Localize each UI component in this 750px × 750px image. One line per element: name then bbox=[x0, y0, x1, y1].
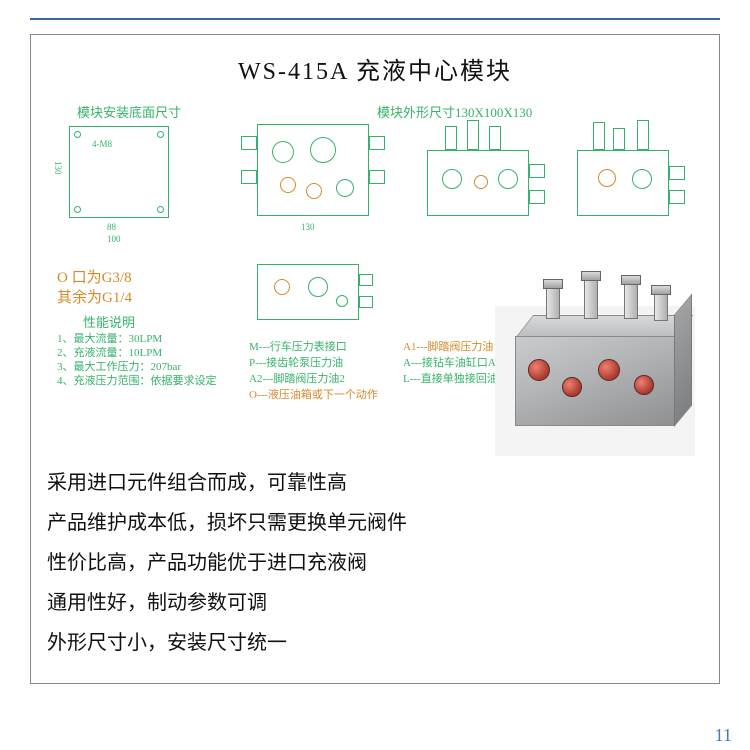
cartridge-stub bbox=[359, 274, 373, 286]
port-icon bbox=[306, 183, 322, 199]
cartridge-nut-icon bbox=[543, 279, 563, 289]
legend-l: L---直接单独接回油箱 bbox=[403, 370, 509, 386]
cartridge-stub bbox=[489, 126, 501, 150]
header-rule bbox=[30, 18, 720, 20]
cartridge-stub bbox=[613, 128, 625, 150]
body-line-3: 性价比高，产品功能优于进口充液阀 bbox=[47, 543, 407, 583]
legend-a2: A2---脚踏阀压力油2 bbox=[249, 370, 345, 386]
port-icon bbox=[280, 177, 296, 193]
product-photo bbox=[495, 306, 695, 456]
hole-icon bbox=[157, 131, 164, 138]
port-icon bbox=[474, 175, 488, 189]
cartridge-stem-icon bbox=[584, 277, 598, 319]
performance-heading: 性能说明 bbox=[83, 312, 135, 331]
content-frame: WS-415A 充液中心模块 模块安装底面尺寸 模块外形尺寸130X100X13… bbox=[30, 34, 720, 684]
module-bottom-view bbox=[257, 264, 359, 320]
cartridge-stub bbox=[593, 122, 605, 150]
module-side-view-2 bbox=[577, 150, 669, 216]
dim-width: 100 bbox=[107, 234, 121, 244]
cartridge-stub bbox=[241, 136, 257, 150]
cartridge-nut-icon bbox=[651, 285, 671, 295]
module-side-view-1 bbox=[427, 150, 529, 216]
hole-icon bbox=[157, 206, 164, 213]
legend-o: O---液压油箱或下一个动作 bbox=[249, 386, 378, 402]
dim-topview: 130 bbox=[301, 222, 315, 232]
port-icon bbox=[336, 295, 348, 307]
port-icon bbox=[272, 141, 294, 163]
manifold-block-icon bbox=[515, 336, 675, 426]
dim-side: 130 bbox=[53, 161, 63, 175]
hole-icon bbox=[74, 206, 81, 213]
port-red-icon bbox=[598, 359, 620, 381]
port-red-icon bbox=[562, 377, 582, 397]
legend-a: A---接钻车油缸口A bbox=[403, 354, 496, 370]
port-note-line2: 其余为G1/4 bbox=[57, 286, 132, 307]
dim-inner: 88 bbox=[107, 222, 116, 232]
cartridge-stub bbox=[369, 136, 385, 150]
cartridge-stub bbox=[529, 190, 545, 204]
page-title: WS-415A 充液中心模块 bbox=[47, 51, 703, 86]
port-note-line1: O 口为G3/8 bbox=[57, 266, 132, 287]
body-line-5: 外形尺寸小，安装尺寸统一 bbox=[47, 623, 407, 663]
port-icon bbox=[498, 169, 518, 189]
cartridge-stub bbox=[669, 190, 685, 204]
port-icon bbox=[442, 169, 462, 189]
port-icon bbox=[308, 277, 328, 297]
diagram-label-left: 模块安装底面尺寸 bbox=[77, 102, 181, 121]
cartridge-stub bbox=[529, 164, 545, 178]
cartridge-nut-icon bbox=[581, 271, 601, 281]
cartridge-stub bbox=[467, 120, 479, 150]
diagram-area: 模块安装底面尺寸 模块外形尺寸130X100X130 4-M8 130 88 1… bbox=[47, 106, 703, 416]
diagram-label-right: 模块外形尺寸130X100X130 bbox=[377, 102, 532, 121]
legend-m: M---行车压力表接口 bbox=[249, 338, 347, 354]
cartridge-nut-icon bbox=[621, 275, 641, 285]
port-icon bbox=[310, 137, 336, 163]
cartridge-stub bbox=[369, 170, 385, 184]
module-top-view bbox=[257, 124, 369, 216]
body-line-1: 采用进口元件组合而成，可靠性高 bbox=[47, 463, 407, 503]
hole-icon bbox=[74, 131, 81, 138]
port-icon bbox=[274, 279, 290, 295]
hole-spec: 4-M8 bbox=[92, 139, 112, 149]
mounting-footprint: 4-M8 bbox=[69, 126, 169, 218]
cartridge-stem-icon bbox=[546, 285, 560, 319]
port-red-icon bbox=[528, 359, 550, 381]
port-icon bbox=[598, 169, 616, 187]
perf-line-4: 4、充液压力范围：依据要求设定 bbox=[57, 372, 217, 388]
cartridge-stub bbox=[241, 170, 257, 184]
port-red-icon bbox=[634, 375, 654, 395]
port-icon bbox=[632, 169, 652, 189]
page-number: 11 bbox=[715, 725, 732, 746]
port-icon bbox=[336, 179, 354, 197]
cartridge-stub bbox=[359, 296, 373, 308]
manifold-side-face bbox=[674, 294, 692, 427]
legend-a1: A1---脚踏阀压力油1 bbox=[403, 338, 499, 354]
legend-p: P---接齿轮泵压力油 bbox=[249, 354, 343, 370]
cartridge-stub bbox=[637, 120, 649, 150]
cartridge-stub bbox=[669, 166, 685, 180]
body-text: 采用进口元件组合而成，可靠性高 产品维护成本低，损坏只需更换单元阀件 性价比高，… bbox=[47, 463, 407, 663]
cartridge-stem-icon bbox=[654, 291, 668, 321]
cartridge-stub bbox=[445, 126, 457, 150]
cartridge-stem-icon bbox=[624, 281, 638, 319]
body-line-4: 通用性好，制动参数可调 bbox=[47, 583, 407, 623]
body-line-2: 产品维护成本低，损坏只需更换单元阀件 bbox=[47, 503, 407, 543]
